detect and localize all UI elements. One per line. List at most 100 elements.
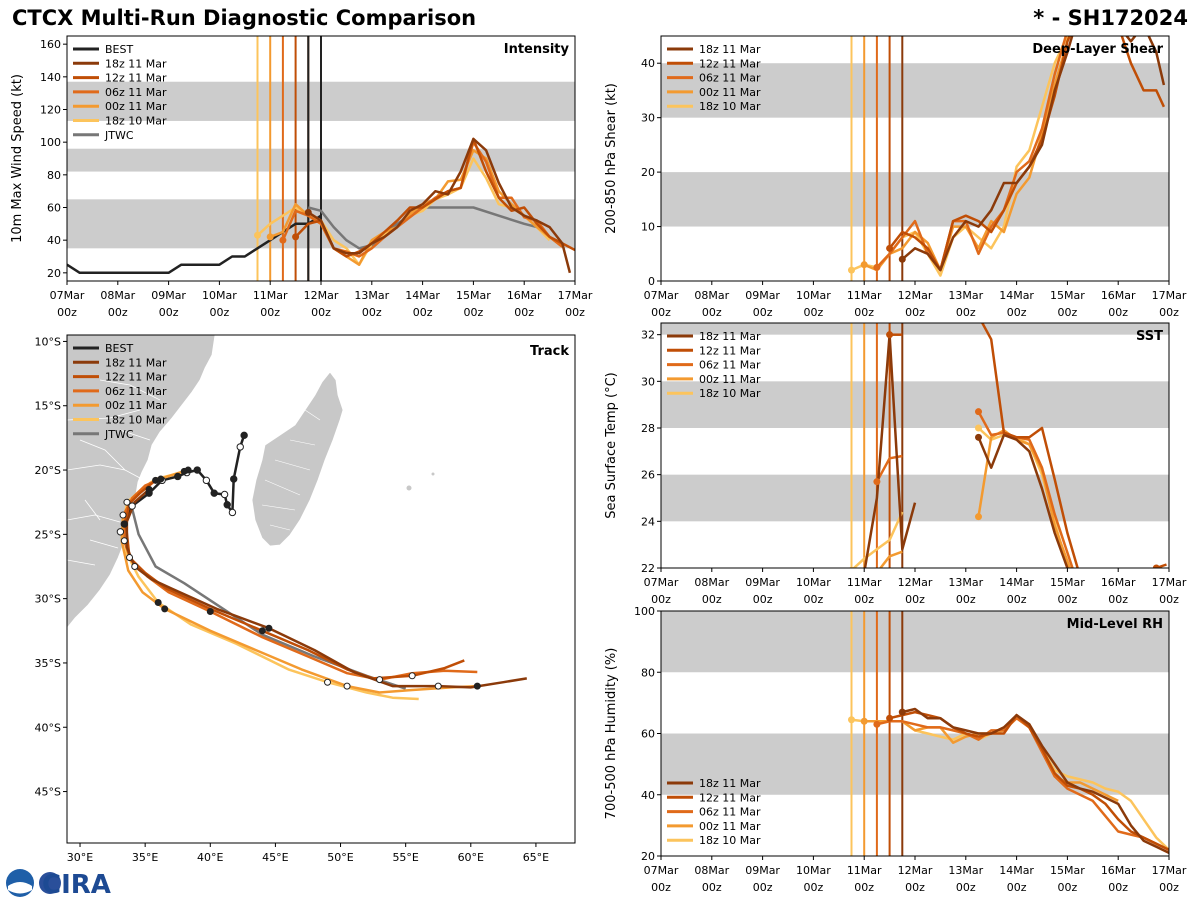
- africa-land: [67, 335, 216, 629]
- intensity-legend-label-jtwc: JTWC: [104, 129, 134, 142]
- track-xtick-label-7: 65°E: [523, 851, 549, 864]
- shear-xtick-date-3: 10Mar: [796, 289, 831, 302]
- sst-init-point-06z-11-mar-4: [873, 478, 881, 486]
- intensity-legend-label-18z-10-mar: 18z 10 Mar: [105, 115, 167, 128]
- shear-xtick-date-9: 16Mar: [1101, 289, 1136, 302]
- rh-legend-label-00z-11-mar: 00z 11 Mar: [699, 820, 761, 833]
- sst-legend-label-06z-11-mar: 06z 11 Mar: [699, 359, 761, 372]
- sst-xtick-hour-9: 00z: [1108, 593, 1128, 606]
- sst-series-00z-11-mar-2: [878, 550, 903, 568]
- track-series-18z-11-mar: [125, 488, 528, 689]
- track-panel: 10°S 15°S 20°S 25°S 30°S 35°S 40°S 45°S 30°E 35°E…: [35, 334, 576, 864]
- sst-init-point-12z-11-mar-6: [886, 331, 894, 339]
- madagascar-land: [251, 371, 344, 547]
- rh-ytick-label-3: 80: [641, 666, 655, 679]
- africa-borders: [67, 379, 161, 566]
- sst-xtick-hour-10: 00z: [1159, 593, 1179, 606]
- track-point-06z-11-mar-8: [206, 608, 214, 616]
- track-ytick-label-1: 15°S: [35, 400, 61, 413]
- intensity-ytick-label-3: 80: [47, 169, 61, 182]
- sst-xtick-date-3: 10Mar: [796, 576, 831, 589]
- intensity-xtick-hour-4: 00z: [260, 306, 280, 319]
- shear-xtick-hour-1: 00z: [702, 306, 722, 319]
- rh-xtick-hour-3: 00z: [804, 881, 824, 894]
- track-point-18z-10-mar-4: [123, 498, 131, 506]
- track-legend-label-best: BEST: [105, 342, 133, 355]
- sst-band-1: [661, 381, 1169, 428]
- intensity-legend-label-12z-11-mar: 12z 11 Mar: [105, 72, 167, 85]
- track-ytick-label-7: 45°S: [35, 786, 61, 799]
- intensity-init-point-12z-11-mar-5: [292, 233, 300, 241]
- intensity-title: Intensity: [504, 42, 570, 57]
- sst-legend-label-18z-10-mar: 18z 10 Mar: [699, 387, 761, 400]
- sst-xtick-hour-6: 00z: [956, 593, 976, 606]
- sst-xtick-hour-5: 00z: [905, 593, 925, 606]
- intensity-xtick-hour-5: 00z: [311, 306, 331, 319]
- track-xtick-label-3: 45°E: [262, 851, 288, 864]
- cira-logo-text: CIRA: [42, 870, 111, 900]
- intensity-ylabel: 10m Max Wind Speed (kt): [10, 74, 25, 243]
- sst-ytick-label-2: 26: [641, 469, 655, 482]
- intensity-xtick-date-0: 07Mar: [50, 289, 85, 302]
- shear-xtick-hour-3: 00z: [804, 306, 824, 319]
- shear-legend-label-12z-11-mar: 12z 11 Mar: [699, 57, 761, 70]
- storm-id: * - SH172024: [1033, 6, 1188, 30]
- intensity-xtick-date-5: 12Mar: [304, 289, 339, 302]
- rh-ylabel: 700-500 hPa Humidity (%): [604, 648, 619, 820]
- intensity-series-12z-11-mar-5: [294, 137, 575, 258]
- track-point-12z-11-mar-0: [152, 476, 160, 484]
- intensity-series-jtwc-1: [307, 206, 538, 250]
- shear-xtick-date-4: 11Mar: [847, 289, 882, 302]
- shear-ylabel: 200-850 hPa Shear (kt): [604, 83, 619, 234]
- sst-init-point-18z-11-mar-10: [975, 433, 982, 441]
- track-point-best-4: [223, 501, 231, 509]
- track-map-land: [67, 335, 575, 843]
- sst-xtick-date-1: 08Mar: [694, 576, 729, 589]
- intensity-panel: 20 40 60 80 100 120 140 160 07Mar 00z 08Mar 00z 09Ma…: [10, 35, 593, 319]
- sst-title: SST: [1136, 329, 1163, 344]
- shear-ytick-label-2: 20: [641, 166, 655, 179]
- track-legend-label-18z-10-mar: 18z 10 Mar: [105, 414, 167, 427]
- track-point-00z-11-mar-16: [473, 682, 481, 690]
- sst-xtick-date-2: 09Mar: [745, 576, 780, 589]
- shear-series-06z-11-mar-2: [875, 36, 1068, 272]
- track-point-12z-11-mar-8: [258, 627, 266, 635]
- rh-series-18z-11-mar-4: [902, 707, 1169, 855]
- track-point-best-14: [120, 520, 129, 528]
- shear-series-12z-11-mar-3: [888, 36, 1166, 272]
- shear-ytick-label-0: 0: [648, 275, 655, 288]
- track-point-best-6: [210, 489, 218, 497]
- sst-ytick-label-0: 22: [641, 562, 655, 575]
- track-ytick-label-5: 35°S: [35, 657, 61, 670]
- intensity-ytick-label-2: 60: [47, 202, 61, 215]
- intensity-xtick-date-2: 09Mar: [151, 289, 186, 302]
- track-point-00z-11-mar-8: [161, 605, 169, 613]
- track-ytick-label-2: 20°S: [35, 464, 61, 477]
- shear-xtick-hour-0: 00z: [651, 306, 671, 319]
- track-xtick-label-6: 60°E: [458, 851, 484, 864]
- shear-xtick-hour-5: 00z: [905, 306, 925, 319]
- shear-xtick-date-0: 07Mar: [644, 289, 679, 302]
- shear-legend-label-18z-11-mar: 18z 11 Mar: [699, 43, 761, 56]
- track-point-06z-11-mar-4: [120, 537, 128, 545]
- track-series-best: [119, 434, 246, 533]
- sst-xtick-date-7: 14Mar: [999, 576, 1034, 589]
- sst-xtick-date-10: 17Mar: [1152, 576, 1187, 589]
- rh-xtick-hour-9: 00z: [1108, 881, 1128, 894]
- track-point-best-1: [236, 443, 244, 451]
- intensity-xtick-date-4: 11Mar: [253, 289, 288, 302]
- sst-init-point-18z-10-mar-1: [975, 424, 982, 432]
- track-legend-label-18z-11-mar: 18z 11 Mar: [105, 356, 167, 369]
- sst-plot-area: [661, 323, 1169, 568]
- sst-band-2: [661, 323, 1169, 335]
- sst-legend-label-12z-11-mar: 12z 11 Mar: [699, 344, 761, 357]
- rh-xtick-hour-5: 00z: [905, 881, 925, 894]
- sst-series-00z-11-mar-3: [977, 429, 1072, 568]
- track-point-00z-11-mar-12: [343, 682, 351, 690]
- shear-xtick-hour-6: 00z: [956, 306, 976, 319]
- shear-ytick-label-3: 30: [641, 112, 655, 125]
- track-xtick-label-2: 40°E: [197, 851, 223, 864]
- rh-xtick-date-4: 11Mar: [847, 864, 882, 877]
